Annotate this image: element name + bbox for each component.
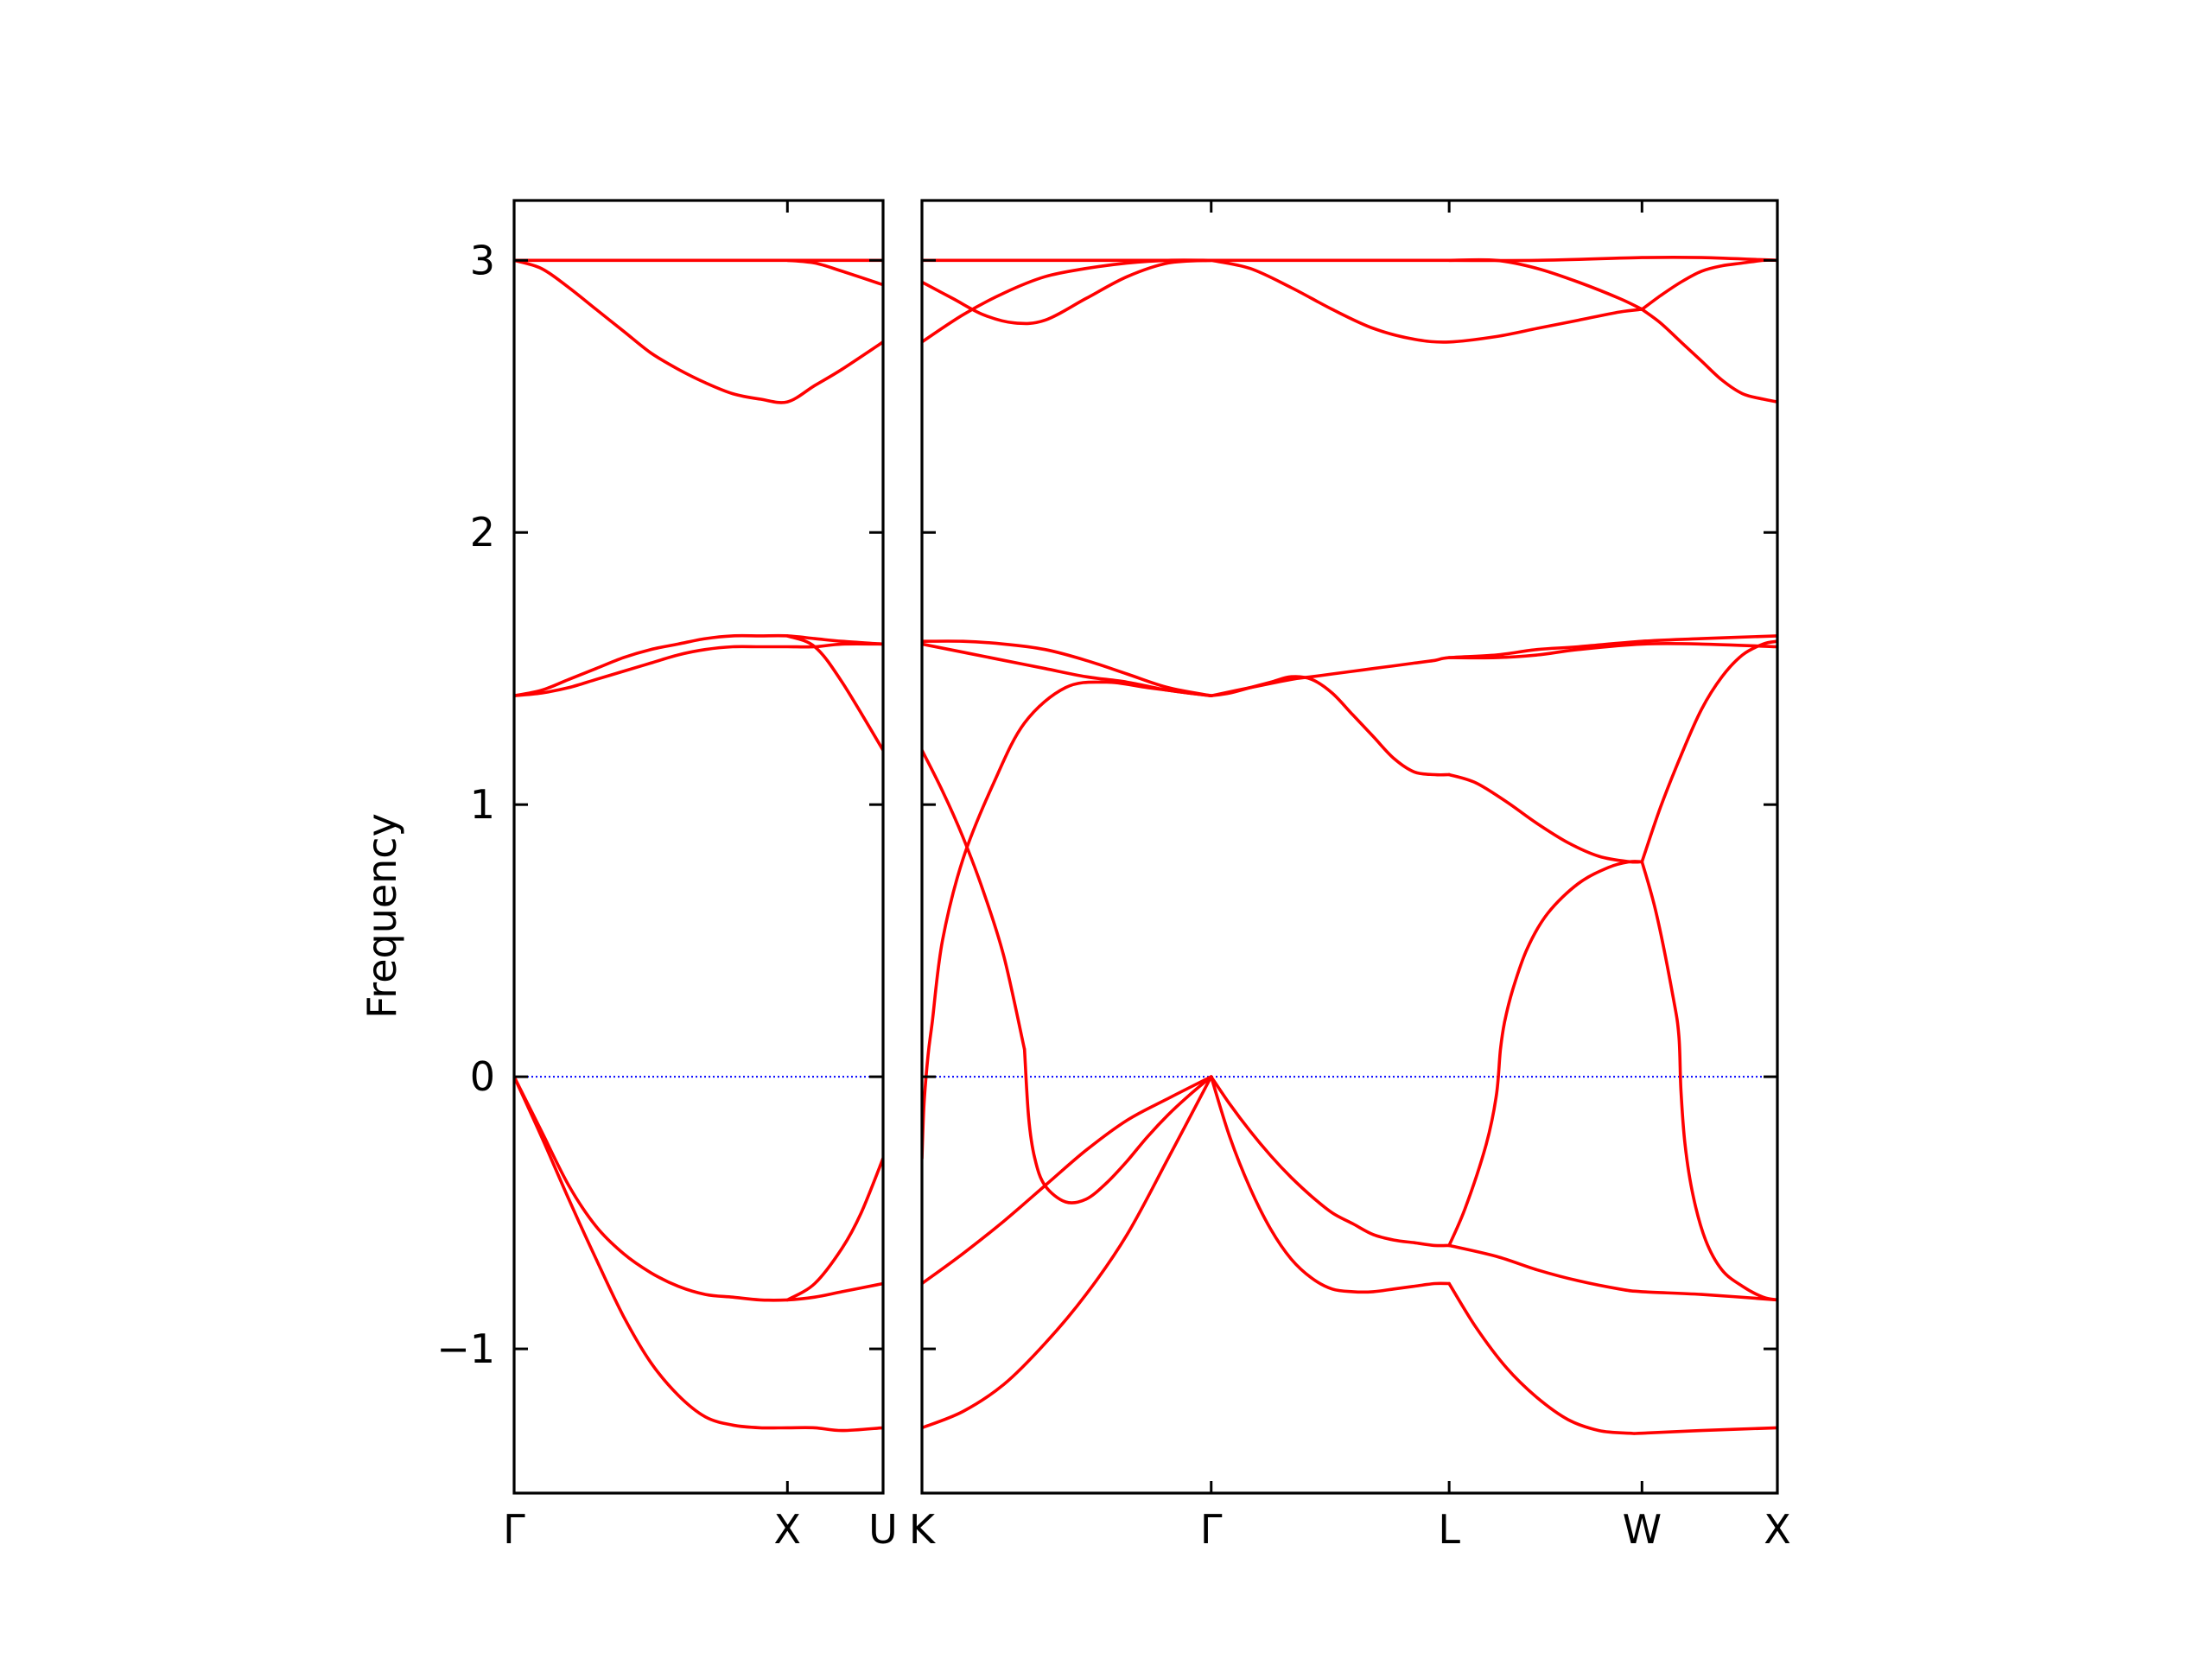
band-line-19 xyxy=(1640,639,1777,864)
x-tick-label: Γ xyxy=(1200,1506,1223,1553)
band-line-14 xyxy=(922,1075,1213,1430)
band-line-1 xyxy=(922,255,1777,263)
band-line-4 xyxy=(1209,258,1644,344)
band-line-7 xyxy=(514,1075,883,1302)
band-line-21 xyxy=(1447,860,1644,1248)
band-line-8 xyxy=(785,1156,883,1302)
band-line-13 xyxy=(922,680,1213,1160)
y-tick-label: 0 xyxy=(470,1053,495,1100)
x-tick-label: L xyxy=(1438,1506,1460,1553)
band-line-12 xyxy=(922,1075,1213,1286)
band-line-25 xyxy=(1447,1281,1777,1435)
band-line-6 xyxy=(785,634,883,752)
y-tick-label: 1 xyxy=(470,781,495,828)
band-line-10 xyxy=(922,748,1027,1052)
band-line-7 xyxy=(1640,308,1777,404)
band-line-3 xyxy=(922,258,1213,344)
y-axis-label: Frequency xyxy=(359,813,405,1019)
band-line-16 xyxy=(1209,675,1451,777)
x-tick-label: X xyxy=(774,1506,802,1553)
band-line-4 xyxy=(514,633,883,697)
band-lines xyxy=(514,258,883,1433)
x-tick-label: Γ xyxy=(503,1506,525,1553)
band-line-6 xyxy=(1640,258,1777,311)
band-line-23 xyxy=(1640,860,1777,1302)
panel-frame xyxy=(920,199,1779,1495)
x-tick-label: X xyxy=(1764,1506,1791,1553)
left-panel: −1 0 1 2 3 Γ X U xyxy=(436,199,898,1553)
band-line-2 xyxy=(514,258,883,404)
panel-frame xyxy=(512,199,885,1495)
band-line-24 xyxy=(1209,1075,1451,1294)
plot-panels: −1 0 1 2 3 Γ X U K Γ L W X xyxy=(436,199,1791,1553)
y-tick-label: −1 xyxy=(436,1325,495,1372)
band-line-20 xyxy=(1209,1075,1451,1248)
band-line-3 xyxy=(785,258,883,287)
x-tick-label: W xyxy=(1623,1506,1662,1553)
band-line-18 xyxy=(1447,641,1777,660)
y-tick-label: 2 xyxy=(470,509,495,556)
y-tick-label: 3 xyxy=(470,237,495,283)
x-tick-label: U xyxy=(868,1506,898,1553)
band-line-11 xyxy=(1022,1047,1213,1205)
band-line-5 xyxy=(1447,257,1644,311)
band-line-22 xyxy=(1447,1243,1777,1302)
band-lines xyxy=(922,255,1777,1435)
band-line-9 xyxy=(514,1075,883,1433)
band-line-8 xyxy=(922,639,1213,697)
band-line-2 xyxy=(922,258,1213,326)
x-tick-label: K xyxy=(909,1506,937,1553)
